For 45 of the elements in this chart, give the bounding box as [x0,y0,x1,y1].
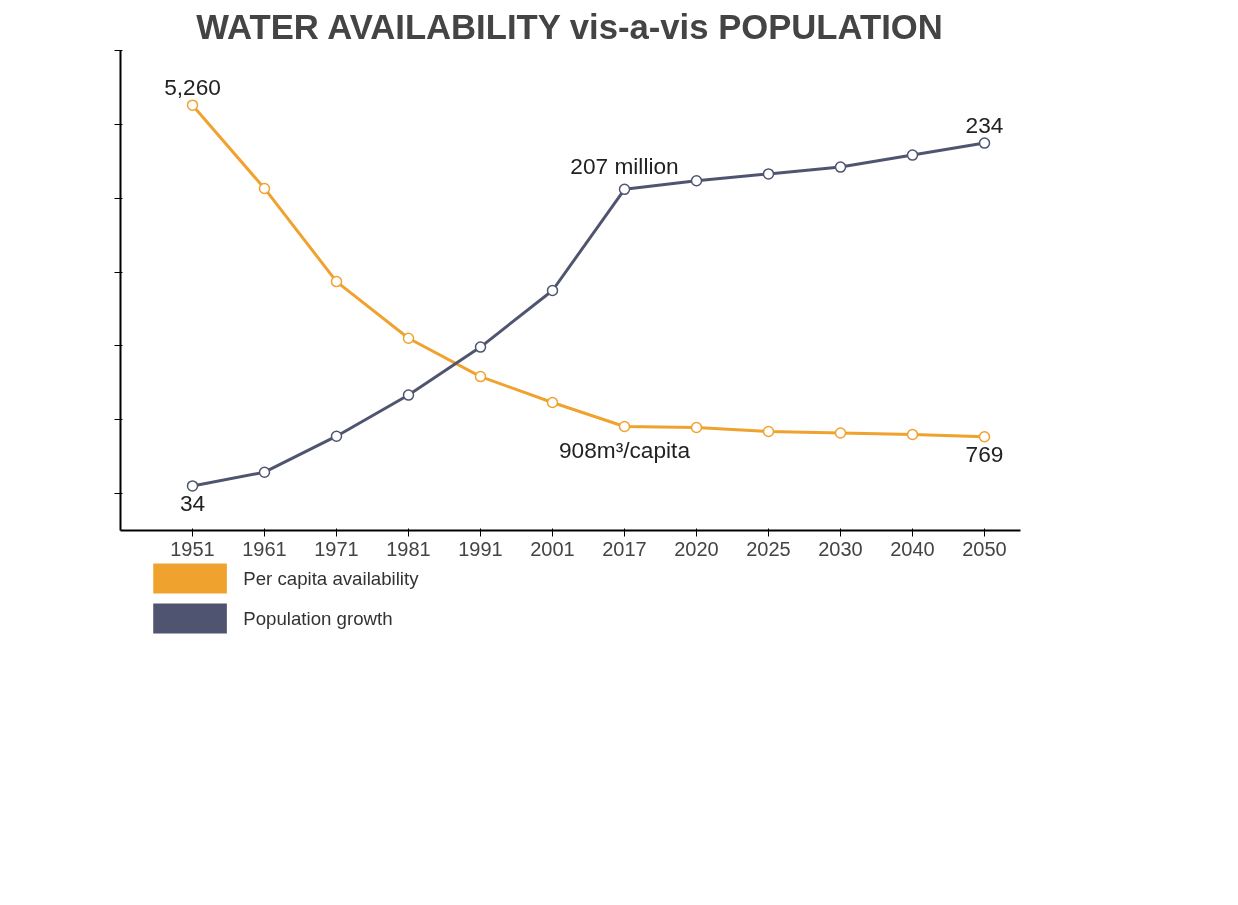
point [330,275,343,288]
point [258,182,271,195]
point [474,341,487,353]
x-tick-label: 1981 [386,537,431,560]
point [978,431,991,443]
point [330,430,343,442]
x-tick-label: 1961 [242,537,287,560]
point [834,161,847,173]
point [906,149,919,161]
point [978,137,991,149]
x-tick-label: 2040 [890,537,935,560]
point [402,389,415,401]
chart-title: WATER AVAILABILITY vis-a-vis POPULATION [196,7,943,46]
data-label: 769 [965,440,1004,467]
point [690,175,703,187]
point [186,99,199,111]
legend-label: Population growth [243,608,393,629]
point [474,370,487,383]
point [546,284,559,297]
point [762,425,775,438]
x-tick-label: 1951 [170,537,215,560]
x-tick-label: 1971 [314,537,359,560]
data-label: 34 [179,489,206,516]
point [834,427,847,439]
x-tick-label: 2020 [674,537,719,560]
point [618,420,631,433]
legend-label: Per capita availability [243,568,420,589]
point [618,183,631,196]
point [258,466,271,478]
data-label: 234 [965,112,1004,139]
data-label: 908m³/capita [559,436,691,463]
data-label: 207 million [570,153,679,180]
x-tick-label: 2050 [962,537,1007,560]
point [546,396,559,409]
point [690,421,703,434]
x-tick-label: 2017 [602,537,647,560]
x-tick-label: 2025 [746,537,791,560]
point [186,480,199,492]
point [906,428,919,441]
x-tick-label: 1991 [458,537,503,560]
point [402,332,415,344]
x-tick-label: 2001 [530,537,575,560]
x-tick-label: 2030 [818,537,863,560]
point [762,168,775,180]
data-label: 5,260 [164,74,221,101]
